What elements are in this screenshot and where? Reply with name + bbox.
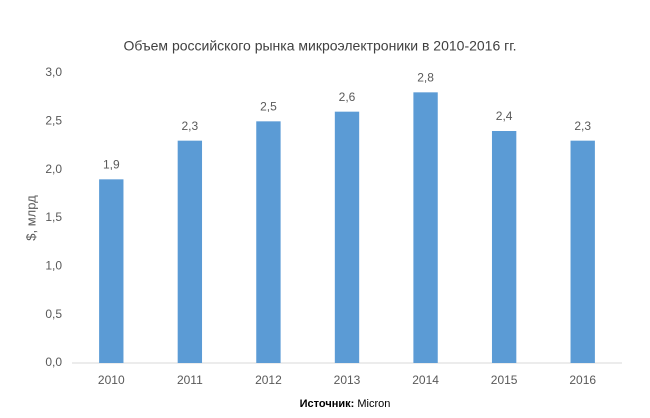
y-axis-label: $, млрд xyxy=(23,195,38,241)
y-tick-label: 0,0 xyxy=(45,355,62,369)
x-tick-label: 2016 xyxy=(569,373,596,387)
x-tick-label: 2015 xyxy=(491,373,518,387)
bar xyxy=(570,140,595,363)
y-tick-label: 2,5 xyxy=(45,114,62,128)
bar xyxy=(334,111,360,364)
y-tick-label: 3,0 xyxy=(45,65,62,79)
data-label: 2,3 xyxy=(574,119,591,133)
bar xyxy=(256,121,281,363)
y-tick-label: 1,0 xyxy=(45,259,62,273)
source-text: Micron xyxy=(357,398,390,410)
x-tick-label: 2011 xyxy=(177,373,203,387)
x-tick-label: 2014 xyxy=(412,373,439,387)
x-tick-label: 2012 xyxy=(255,373,282,387)
x-tick-label: 2010 xyxy=(98,373,125,387)
y-tick-label: 2,0 xyxy=(45,162,62,176)
bar xyxy=(177,140,203,363)
bar xyxy=(491,131,517,363)
chart-title: Объем российского рынка микроэлектроники… xyxy=(123,38,516,54)
source: Источник: Micron xyxy=(300,398,391,410)
bar xyxy=(99,179,124,363)
x-tick-label: 2013 xyxy=(334,373,361,387)
source-label: Источник: xyxy=(300,398,355,410)
bar xyxy=(413,92,438,363)
y-tick-label: 1,5 xyxy=(45,210,62,224)
data-label: 2,3 xyxy=(182,119,199,133)
y-tick-label: 0,5 xyxy=(45,307,62,321)
data-label: 2,8 xyxy=(417,71,434,85)
data-label: 2,6 xyxy=(339,90,356,104)
data-label: 2,4 xyxy=(496,109,513,123)
data-label: 1,9 xyxy=(103,158,120,172)
data-label: 2,5 xyxy=(260,100,277,114)
